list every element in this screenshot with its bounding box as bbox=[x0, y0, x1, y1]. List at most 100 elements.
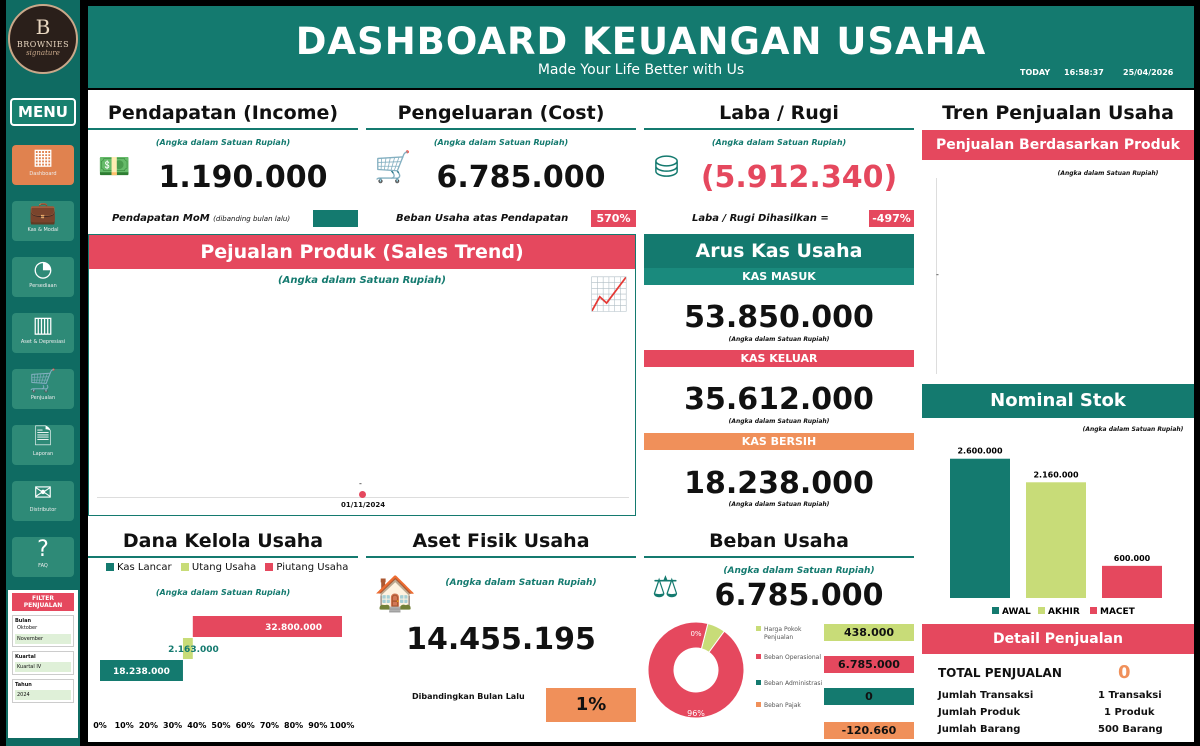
logo-letter: B bbox=[35, 15, 51, 39]
legend-swatch bbox=[265, 563, 274, 571]
income-card: Pendapatan (Income) (Angka dalam Satuan … bbox=[88, 94, 358, 230]
beban-slice-label: 0% bbox=[690, 630, 701, 638]
sidebar-item-aset[interactable]: ▥ Aset & Depresiasi bbox=[12, 313, 74, 353]
filter-option[interactable]: Oktober bbox=[17, 625, 38, 631]
brand-logo: B BROWNIES signature bbox=[8, 4, 78, 74]
beban-legend-label: Penjualan bbox=[764, 634, 793, 641]
cart-icon: 🛒 bbox=[374, 150, 412, 185]
stok-legend-swatch bbox=[1038, 607, 1045, 614]
total-penjualan-value: 0 bbox=[1118, 662, 1131, 683]
stok-bar-label: 600.000 bbox=[1114, 554, 1151, 563]
aset-compare-badge: 1% bbox=[546, 688, 636, 722]
beban-value-badge bbox=[824, 656, 914, 673]
stok-chart: 2.600.000 2.160.000 600.000 AWAL AKHIR MACET bbox=[950, 447, 1162, 617]
sidebar-item-penjualan[interactable]: 🛒 Penjualan bbox=[12, 369, 74, 409]
stok-legend-swatch bbox=[1090, 607, 1097, 614]
sidebar-item-label: Aset & Depresiasi bbox=[20, 339, 66, 345]
dana-x-tick: 30% bbox=[163, 721, 182, 730]
sidebar-item-dashboard[interactable]: ▦ Dashboard bbox=[12, 145, 74, 185]
detail-row-label: Jumlah Produk bbox=[938, 707, 1021, 718]
detail-row-value: 1 Produk bbox=[1104, 707, 1155, 718]
cart-icon: 🛒 bbox=[29, 369, 57, 394]
profit-value: (5.912.340) bbox=[700, 160, 898, 195]
beban-value-text: 0 bbox=[865, 690, 873, 703]
stok-bar-label: 2.160.000 bbox=[1033, 470, 1078, 479]
menu-heading: MENU bbox=[10, 98, 76, 126]
filter-tahun-value[interactable]: 2024 bbox=[15, 690, 71, 700]
beban-legend-swatch bbox=[756, 654, 761, 659]
trend-axis bbox=[936, 178, 937, 374]
aset-compare-label: Dibandingkan Bulan Lalu bbox=[412, 692, 525, 701]
cost-ratio-badge: 570% bbox=[591, 210, 636, 227]
income-mom-note: (dibanding bulan lalu) bbox=[213, 215, 291, 223]
sidebar-item-label: Laporan bbox=[32, 451, 54, 457]
stok-legend-label: AKHIR bbox=[1048, 607, 1080, 617]
document-icon: 🗎 bbox=[34, 425, 52, 450]
sidebar-item-distributor[interactable]: ✉ Distributor bbox=[12, 481, 74, 521]
stok-bar-label: 2.600.000 bbox=[957, 447, 1002, 456]
kas-bersih-value: 18.238.000 bbox=[684, 466, 874, 501]
divider bbox=[366, 128, 636, 130]
legend-swatch bbox=[180, 563, 189, 571]
house-icon: 🏠 bbox=[374, 574, 417, 614]
dana-bar bbox=[192, 616, 342, 637]
detail-row-value: 500 Barang bbox=[1098, 724, 1163, 735]
dana-bar-label: 32.800.000 bbox=[265, 623, 322, 633]
kas-keluar-value: 35.612.000 bbox=[684, 382, 874, 417]
filter-bulan: Bulan Oktober November bbox=[12, 615, 74, 647]
pie-icon: ◔ bbox=[33, 257, 53, 282]
cost-ratio-label: Beban Usaha atas Pendapatan bbox=[396, 213, 569, 224]
kas-masuk-label: KAS MASUK bbox=[644, 268, 914, 285]
unit-note: (Angka dalam Satuan Rupiah) bbox=[445, 578, 597, 588]
sidebar-item-label: Penjualan bbox=[30, 395, 56, 401]
legend-label: Kas Lancar bbox=[117, 562, 172, 573]
filter-kuartal-label: Kuartal bbox=[15, 654, 36, 660]
filter-tahun: Tahun 2024 bbox=[12, 679, 74, 703]
sidebar-item-laporan[interactable]: 🗎 Laporan bbox=[12, 425, 74, 465]
stok-bar bbox=[1102, 565, 1162, 598]
filter-kuartal-value[interactable]: Kuartal IV bbox=[15, 662, 71, 672]
cost-value: 6.785.000 bbox=[436, 160, 606, 195]
dana-x-tick: 0% bbox=[93, 721, 107, 730]
profit-ratio-badge: -497% bbox=[869, 210, 914, 227]
trend-subheading: Penjualan Berdasarkan Produk bbox=[922, 130, 1194, 160]
filter-option-selected[interactable]: November bbox=[15, 634, 71, 644]
dana-chart: 18.238.000 2.163.000 32.800.000 0% 10% 20% 30%… bbox=[93, 616, 354, 730]
divider bbox=[88, 128, 358, 130]
cost-card: Pengeluaran (Cost) (Angka dalam Satuan R… bbox=[366, 94, 636, 230]
divider bbox=[366, 556, 636, 558]
profit-label: Laba / Rugi Dihasilkan = bbox=[692, 213, 829, 224]
unit-note: (Angka dalam Satuan Rupiah) bbox=[155, 138, 291, 147]
dana-x-tick: 10% bbox=[115, 721, 134, 730]
dana-bar-label: 2.163.000 bbox=[168, 645, 219, 655]
money-icon: 💵 bbox=[98, 152, 131, 182]
sidebar-item-label: Persediaan bbox=[29, 283, 57, 289]
sidebar-item-persediaan[interactable]: ◔ Persediaan bbox=[12, 257, 74, 297]
logo-tagline: signature bbox=[26, 49, 60, 57]
dana-x-tick: 50% bbox=[211, 721, 230, 730]
income-mom-badge bbox=[313, 210, 358, 227]
unit-note: (Angka dalam Satuan Rupiah) bbox=[278, 275, 446, 286]
coins-icon: ⛁ bbox=[654, 150, 680, 185]
unit-note: (Angka dalam Satuan Rupiah) bbox=[728, 418, 830, 425]
dana-x-tick: 60% bbox=[236, 721, 255, 730]
sidebar-item-kas-modal[interactable]: 💼 Kas & Modal bbox=[12, 201, 74, 241]
filter-tahun-label: Tahun bbox=[15, 682, 32, 688]
unit-note: (Angka dalam Satuan Rupiah) bbox=[155, 588, 291, 597]
sidebar-item-faq[interactable]: ? FAQ bbox=[12, 537, 74, 577]
dana-title: Dana Kelola Usaha bbox=[122, 530, 324, 552]
stok-title: Nominal Stok bbox=[922, 384, 1194, 418]
unit-note: (Angka dalam Satuan Rupiah) bbox=[1057, 170, 1159, 177]
dana-card: Dana Kelola Usaha Kas Lancar Utang Usaha… bbox=[88, 522, 358, 742]
cashflow-card: Arus Kas Usaha KAS MASUK 53.850.000 (Ang… bbox=[644, 234, 914, 516]
beban-legend-swatch bbox=[756, 626, 761, 631]
sales-trend-title: Pejualan Produk (Sales Trend) bbox=[89, 235, 635, 269]
income-mom-label: Pendapatan MoM bbox=[112, 213, 210, 224]
trend-card: Tren Penjualan Usaha Penjualan Berdasark… bbox=[922, 94, 1194, 379]
filter-panel: FILTER PENJUALAN Bulan Oktober November … bbox=[8, 590, 78, 738]
detail-title: Detail Penjualan bbox=[922, 624, 1194, 654]
beban-value-text: 6.785.000 bbox=[838, 658, 900, 671]
total-penjualan-label: TOTAL PENJUALAN bbox=[938, 666, 1062, 680]
aset-title: Aset Fisik Usaha bbox=[412, 530, 590, 552]
